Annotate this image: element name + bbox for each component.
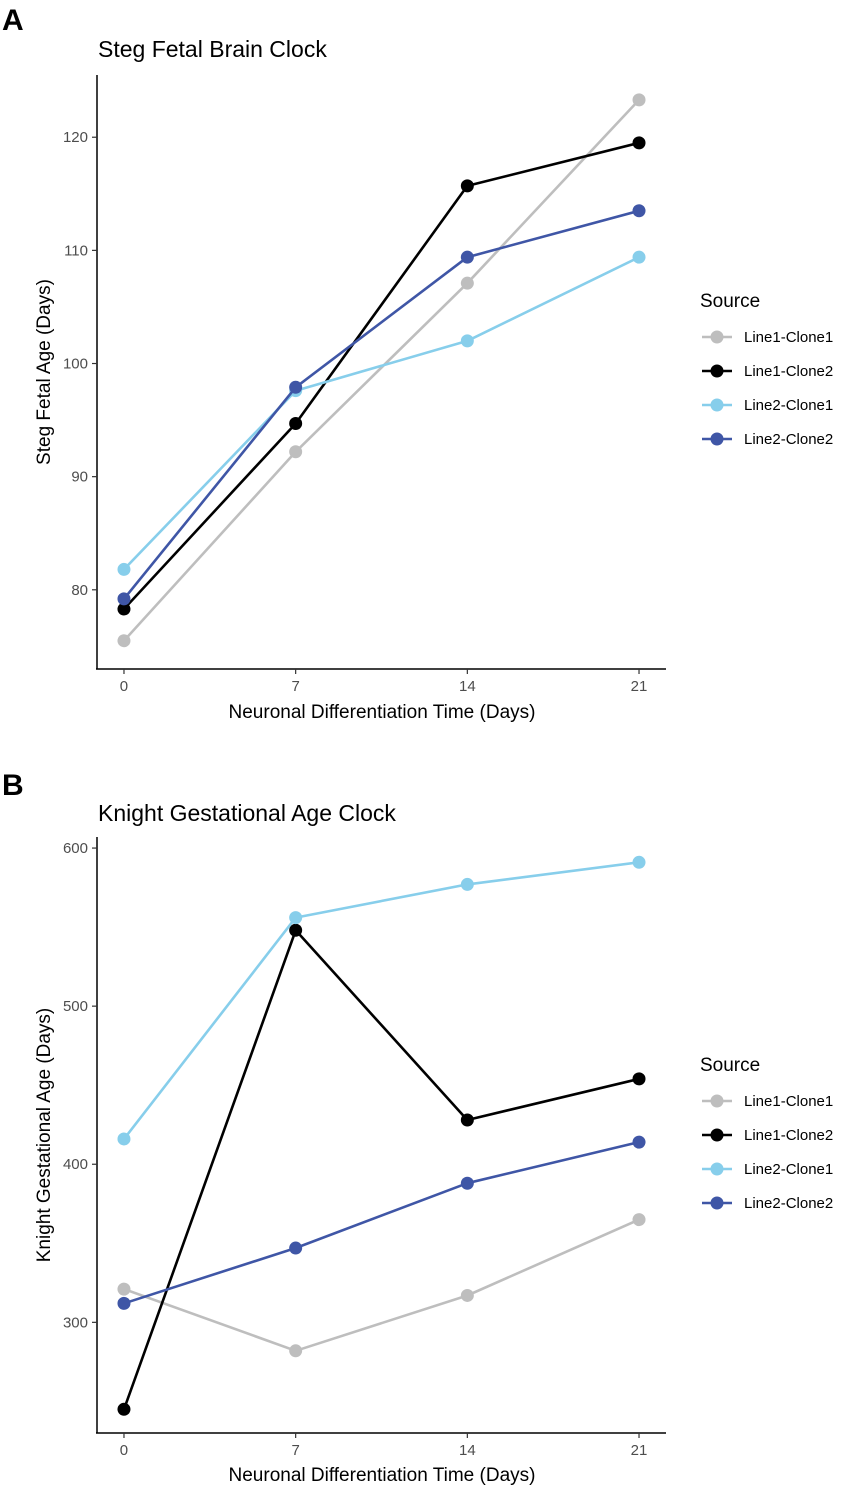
y-tick-label-b-500: 500: [63, 998, 88, 1015]
legend-label-b-line1-clone1: Line1-Clone1: [744, 1093, 833, 1110]
data-point-a-line1-clone1-0: [117, 634, 131, 648]
chart-title-a: Steg Fetal Brain Clock: [98, 36, 327, 62]
data-point-a-line1-clone1-7: [289, 445, 303, 459]
series-line-b-line2-clone1: [122, 861, 640, 1140]
data-point-b-line1-clone1-21: [632, 1213, 646, 1227]
x-tick-label-a-0: 0: [120, 678, 128, 695]
x-axis-label-a: Neuronal Differentiation Time (Days): [229, 702, 536, 723]
x-ticks-a: 0 7 14 21: [120, 669, 648, 695]
data-point-b-line2-clone1-21: [632, 855, 646, 869]
data-point-a-line2-clone2-7: [289, 380, 303, 394]
y-axis-label-a: Steg Fetal Age (Days): [34, 279, 55, 465]
legend-key-point-b-line1-clone1: [710, 1094, 724, 1108]
legend-title-b: Source: [700, 1055, 760, 1076]
series-line-a-line2-clone2: [122, 209, 640, 600]
y-axis-label-b: Knight Gestational Age (Days): [34, 1008, 55, 1263]
legend-key-point-a-line2-clone2: [710, 432, 724, 446]
y-tick-label-a-120: 120: [63, 129, 88, 146]
data-point-a-line1-clone2-7: [289, 416, 303, 430]
data-point-a-line2-clone1-21: [632, 250, 646, 264]
x-tick-label-b-0: 0: [120, 1442, 128, 1459]
data-point-a-line2-clone2-21: [632, 204, 646, 218]
data-point-b-line1-clone1-7: [289, 1344, 303, 1358]
legend-label-a-line1-clone1: Line1-Clone1: [744, 329, 833, 346]
y-tick-label-a-110: 110: [64, 242, 88, 259]
legend-key-point-b-line2-clone2: [710, 1196, 724, 1210]
data-point-a-line2-clone2-0: [117, 592, 131, 606]
legend-label-a-line2-clone1: Line2-Clone1: [744, 397, 833, 414]
data-point-b-line1-clone2-0: [117, 1402, 131, 1416]
series-line-b-line1-clone2: [122, 928, 640, 1410]
data-point-b-line2-clone2-0: [117, 1296, 131, 1310]
data-point-a-line2-clone1-0: [117, 562, 131, 576]
series-layer-b: [117, 855, 646, 1416]
x-axis-label-b: Neuronal Differentiation Time (Days): [229, 1465, 536, 1486]
legend-b: Line1-Clone1 Line1-Clone2 Line2-Clone1 Line…: [702, 1093, 833, 1212]
data-point-b-line2-clone2-21: [632, 1135, 646, 1149]
x-tick-label-b-14: 14: [459, 1442, 476, 1459]
y-ticks-b: 300 400 500 600: [63, 840, 97, 1331]
x-tick-label-a-7: 7: [291, 678, 299, 695]
legend-key-point-a-line1-clone2: [710, 364, 724, 378]
data-point-b-line2-clone1-14: [460, 877, 474, 891]
data-point-a-line1-clone2-21: [632, 136, 646, 150]
x-tick-label-a-21: 21: [631, 678, 648, 695]
data-point-b-line2-clone2-14: [460, 1176, 474, 1190]
legend-key-point-a-line1-clone1: [710, 330, 724, 344]
series-layer-a: [117, 93, 646, 648]
chart-title-b: Knight Gestational Age Clock: [98, 800, 396, 826]
data-point-a-line1-clone2-14: [460, 179, 474, 193]
series-line-a-line1-clone1: [123, 99, 640, 642]
legend-key-point-b-line1-clone2: [710, 1128, 724, 1142]
data-point-b-line1-clone2-14: [460, 1113, 474, 1127]
x-tick-label-b-7: 7: [291, 1442, 299, 1459]
y-ticks-a: 80 90 100 110 120: [63, 129, 97, 599]
data-point-a-line1-clone1-21: [632, 93, 646, 107]
series-line-a-line1-clone2: [123, 141, 640, 610]
data-point-b-line1-clone2-7: [289, 923, 303, 937]
y-tick-label-a-100: 100: [63, 356, 88, 373]
legend-a: Line1-Clone1 Line1-Clone2 Line2-Clone1 Line…: [702, 329, 833, 448]
panel-b: B Knight Gestational Age Clock Neuronal …: [2, 769, 833, 1486]
legend-label-a-line2-clone2: Line2-Clone2: [744, 431, 833, 448]
data-point-b-line2-clone1-7: [289, 911, 303, 925]
x-tick-label-b-21: 21: [631, 1442, 648, 1459]
y-tick-label-b-300: 300: [63, 1314, 88, 1331]
legend-label-b-line2-clone1: Line2-Clone1: [744, 1161, 833, 1178]
legend-title-a: Source: [700, 291, 760, 312]
y-tick-label-b-600: 600: [63, 840, 88, 857]
panel-letter-b: B: [2, 769, 24, 802]
data-point-b-line1-clone1-0: [117, 1282, 131, 1296]
y-tick-label-b-400: 400: [63, 1156, 88, 1173]
data-point-a-line1-clone1-14: [460, 276, 474, 290]
series-line-b-line1-clone1: [123, 1218, 640, 1353]
panel-a: A Steg Fetal Brain Clock Neuronal Differ…: [2, 4, 833, 723]
y-tick-label-a-90: 90: [71, 469, 88, 486]
panel-letter-a: A: [2, 4, 24, 37]
data-point-a-line2-clone2-14: [460, 250, 474, 264]
series-line-b-line2-clone2: [123, 1140, 640, 1305]
legend-key-point-b-line2-clone1: [710, 1162, 724, 1176]
y-tick-label-a-80: 80: [71, 582, 88, 599]
legend-key-point-a-line2-clone1: [710, 398, 724, 412]
x-ticks-b: 0 7 14 21: [120, 1433, 648, 1459]
data-point-a-line2-clone1-14: [460, 334, 474, 348]
x-tick-label-a-14: 14: [459, 678, 476, 695]
data-point-b-line1-clone1-14: [460, 1288, 474, 1302]
data-point-b-line1-clone2-21: [632, 1072, 646, 1086]
data-point-b-line2-clone1-0: [117, 1132, 131, 1146]
legend-label-b-line1-clone2: Line1-Clone2: [744, 1127, 833, 1144]
data-point-a-line1-clone2-0: [117, 602, 131, 616]
data-point-b-line2-clone2-7: [289, 1241, 303, 1255]
legend-label-a-line1-clone2: Line1-Clone2: [744, 363, 833, 380]
legend-label-b-line2-clone2: Line2-Clone2: [744, 1195, 833, 1212]
series-line-a-line2-clone1: [123, 256, 640, 571]
